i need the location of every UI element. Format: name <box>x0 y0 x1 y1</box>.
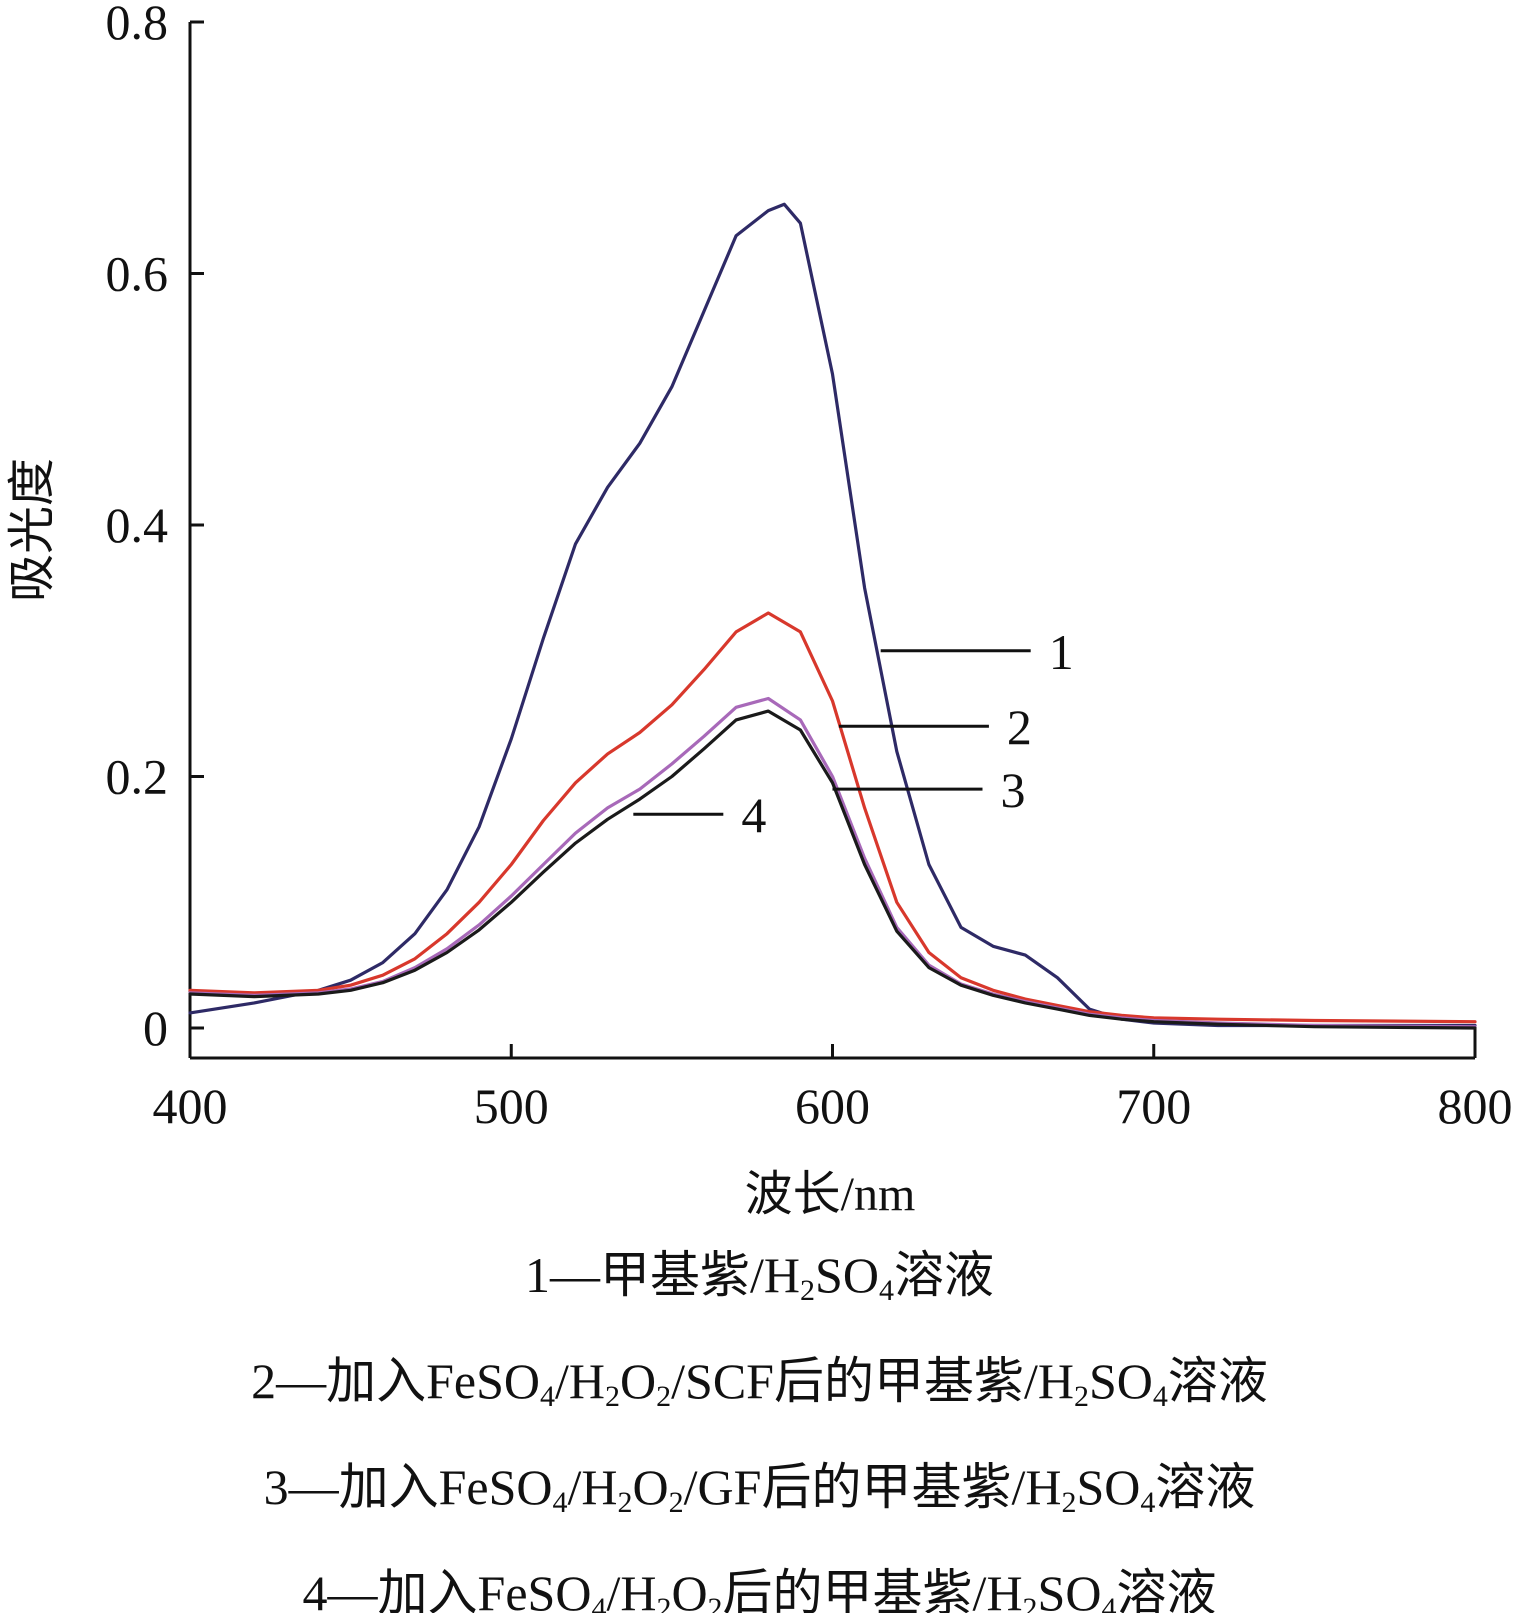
legend-subscript: 4 <box>1101 1592 1117 1613</box>
series-layer <box>188 202 1477 1030</box>
legend-text: /GF后的甲基紫/H <box>683 1459 1062 1515</box>
legend-subscript: 2 <box>617 1486 633 1519</box>
legend-subscript: 4 <box>591 1592 607 1613</box>
legend-number: 2— <box>251 1353 327 1409</box>
legend-text: 加入FeSO <box>338 1459 553 1515</box>
legend-subscript: 2 <box>656 1380 672 1413</box>
x-tick-label: 800 <box>1438 1078 1513 1134</box>
legend-text: 后的甲基紫/H <box>722 1565 1023 1613</box>
legend-text: /H <box>606 1565 657 1613</box>
legend-text: SO <box>1037 1565 1102 1613</box>
legend-subscript: 2 <box>1073 1380 1089 1413</box>
legend-subscript: 2 <box>1022 1592 1038 1613</box>
legend-text: 加入FeSO <box>377 1565 592 1613</box>
legend-text: 甲基紫/H <box>600 1247 801 1303</box>
legend-text: O <box>620 1353 657 1409</box>
legend-subscript: 4 <box>1152 1380 1168 1413</box>
y-tick-label: 0.8 <box>106 0 169 50</box>
legend-subscript: 2 <box>1061 1486 1077 1519</box>
series-2-line <box>188 611 1477 1024</box>
y-tick-label: 0 <box>143 1000 168 1056</box>
legend-number: 1— <box>525 1247 601 1303</box>
legend-entry-2: 2—加入FeSO4/H2O2/SCF后的甲基紫/H2SO4溶液 <box>0 1336 1519 1442</box>
y-axis-title: 吸光度 <box>6 458 59 602</box>
legend-text: 溶液 <box>1116 1565 1217 1613</box>
legend-text: 溶液 <box>893 1247 994 1303</box>
series-labels-layer: 12 3 4 <box>633 624 1074 843</box>
legend-text: 加入FeSO <box>326 1353 541 1409</box>
legend-number: 3— <box>263 1459 339 1515</box>
legend-text: O <box>671 1565 708 1613</box>
legend: 1—甲基紫/H2SO4溶液 2—加入FeSO4/H2O2/SCF后的甲基紫/H2S… <box>0 1230 1519 1613</box>
y-tick-label: 0.6 <box>106 246 169 302</box>
legend-text: O <box>632 1459 669 1515</box>
series-4-line <box>188 709 1477 1030</box>
legend-text: SO <box>815 1247 879 1303</box>
x-tick-label: 700 <box>1116 1078 1191 1134</box>
legend-text: 溶液 <box>1167 1353 1268 1409</box>
legend-subscript: 2 <box>800 1274 816 1307</box>
legend-subscript: 4 <box>878 1274 894 1307</box>
legend-subscript: 4 <box>1140 1486 1156 1519</box>
legend-subscript: 4 <box>540 1380 556 1413</box>
series-label-4: 4 <box>741 787 766 843</box>
axes: 0 0.2 0.4 0.6 0.8 400 500 600 700 800 <box>106 0 1513 1134</box>
y-tick-label: 0.2 <box>106 749 169 805</box>
legend-text: /H <box>567 1459 618 1515</box>
x-tick-label: 500 <box>474 1078 549 1134</box>
y-tick-label: 0.4 <box>106 497 169 553</box>
legend-text: 溶液 <box>1155 1459 1256 1515</box>
legend-subscript: 2 <box>707 1592 723 1613</box>
x-tick-label: 600 <box>795 1078 870 1134</box>
legend-subscript: 4 <box>552 1486 568 1519</box>
series-1-line <box>188 202 1477 1028</box>
legend-text: /H <box>555 1353 606 1409</box>
legend-subscript: 2 <box>605 1380 621 1413</box>
legend-entry-4: 4—加入FeSO4/H2O2后的甲基紫/H2SO4溶液 <box>0 1548 1519 1613</box>
series-label-3: 3 <box>1001 762 1026 818</box>
x-tick-label: 400 <box>153 1078 228 1134</box>
series-label-2: 2 <box>1007 699 1032 755</box>
legend-entry-1: 1—甲基紫/H2SO4溶液 <box>0 1230 1519 1336</box>
series-label-1: 1 <box>1049 624 1074 680</box>
legend-text: /SCF后的甲基紫/H <box>671 1353 1074 1409</box>
x-axis-title: 波长/nm <box>745 1168 916 1221</box>
legend-text: SO <box>1076 1459 1141 1515</box>
legend-number: 4— <box>302 1565 378 1613</box>
series-3-line <box>188 696 1477 1029</box>
legend-subscript: 2 <box>656 1592 672 1613</box>
legend-text: SO <box>1088 1353 1153 1409</box>
legend-subscript: 2 <box>668 1486 684 1519</box>
legend-entry-3: 3—加入FeSO4/H2O2/GF后的甲基紫/H2SO4溶液 <box>0 1442 1519 1548</box>
